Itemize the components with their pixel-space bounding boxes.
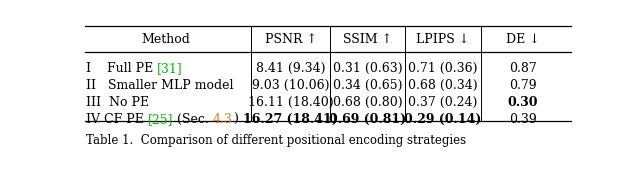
Text: DE ↓: DE ↓: [506, 33, 540, 46]
Text: 8.41 (9.34): 8.41 (9.34): [256, 62, 326, 75]
Text: [31]: [31]: [157, 62, 183, 75]
Text: 9.03 (10.06): 9.03 (10.06): [252, 79, 330, 92]
Text: Table 1.  Comparison of different positional encoding strategies: Table 1. Comparison of different positio…: [86, 134, 466, 147]
Text: 0.68 (0.34): 0.68 (0.34): [408, 79, 477, 92]
Text: SSIM ↑: SSIM ↑: [343, 33, 392, 46]
Text: 16.11 (18.40): 16.11 (18.40): [248, 96, 333, 109]
Text: III  No PE: III No PE: [86, 96, 149, 109]
Text: I    Full PE: I Full PE: [86, 62, 157, 75]
Text: II   Smaller MLP model: II Smaller MLP model: [86, 79, 234, 92]
Text: 0.39: 0.39: [509, 113, 537, 126]
Text: 0.29 (0.14): 0.29 (0.14): [404, 113, 481, 126]
Text: Method: Method: [141, 33, 189, 46]
Text: (Sec.: (Sec.: [173, 113, 213, 126]
Text: [25]: [25]: [148, 113, 173, 126]
Text: 0.87: 0.87: [509, 62, 537, 75]
Text: 0.69 (0.81): 0.69 (0.81): [329, 113, 406, 126]
Text: 4.3: 4.3: [213, 113, 233, 126]
Text: 0.30: 0.30: [508, 96, 538, 109]
Text: LPIPS ↓: LPIPS ↓: [416, 33, 469, 46]
Text: 0.68 (0.80): 0.68 (0.80): [333, 96, 403, 109]
Text: ): ): [233, 113, 238, 126]
Text: IV CF PE: IV CF PE: [86, 113, 148, 126]
Text: 0.79: 0.79: [509, 79, 537, 92]
Text: 0.71 (0.36): 0.71 (0.36): [408, 62, 477, 75]
Text: 0.37 (0.24): 0.37 (0.24): [408, 96, 477, 109]
Text: PSNR ↑: PSNR ↑: [265, 33, 317, 46]
Text: 0.34 (0.65): 0.34 (0.65): [333, 79, 403, 92]
Text: 16.27 (18.41): 16.27 (18.41): [243, 113, 338, 126]
Text: 0.31 (0.63): 0.31 (0.63): [333, 62, 403, 75]
